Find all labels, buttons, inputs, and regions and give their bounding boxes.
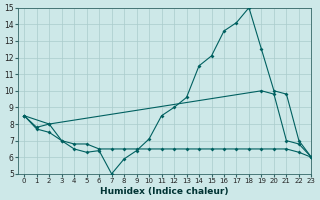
X-axis label: Humidex (Indice chaleur): Humidex (Indice chaleur) xyxy=(100,187,229,196)
